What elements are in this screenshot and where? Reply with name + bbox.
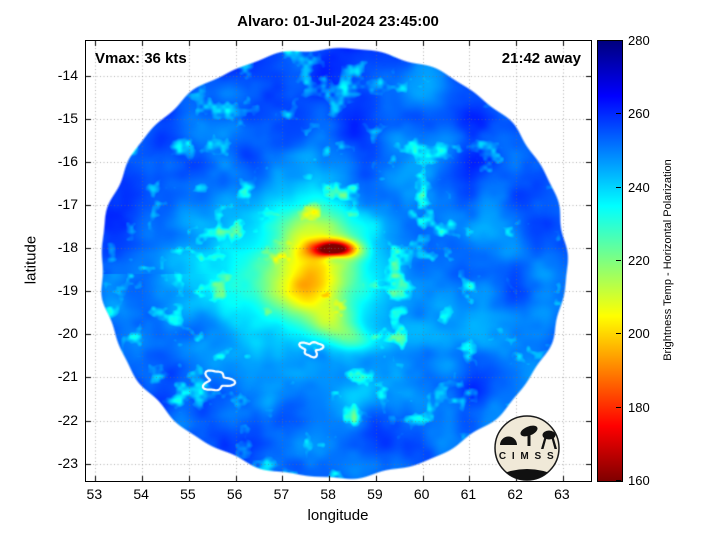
x-tick-label: 56 bbox=[226, 486, 243, 502]
x-tick-label: 58 bbox=[320, 486, 336, 502]
x-tick-label: 62 bbox=[507, 486, 523, 502]
colorbar-tick-mark bbox=[616, 480, 621, 481]
y-tick-label: -14 bbox=[57, 66, 78, 83]
y-tick-label: -15 bbox=[57, 109, 78, 126]
colorbar-tick-label: 160 bbox=[628, 473, 650, 488]
x-tick-label: 57 bbox=[273, 486, 290, 502]
x-tick-label: 60 bbox=[413, 486, 430, 502]
colorbar-tick-label: 260 bbox=[628, 106, 650, 122]
vmax-annotation: Vmax: 36 kts bbox=[95, 50, 187, 67]
logo-dish-mast bbox=[527, 433, 531, 446]
cimss-logo: C I M S S bbox=[479, 415, 575, 481]
y-tick-label: -17 bbox=[57, 195, 78, 212]
logo-radome-icon bbox=[500, 436, 517, 445]
cimss-logo-svg: C I M S S bbox=[494, 415, 560, 481]
logo-hill bbox=[495, 469, 559, 480]
y-tick-label: -19 bbox=[57, 282, 78, 299]
x-tick-label: 54 bbox=[133, 486, 149, 502]
y-tick-label: -22 bbox=[57, 411, 78, 428]
plot-area: Vmax: 36 kts 21:42 away C I M S S bbox=[85, 40, 592, 482]
logo-text: C I M S S bbox=[499, 451, 555, 462]
y-tick-label: -23 bbox=[57, 454, 78, 471]
y-tick-label: -16 bbox=[57, 152, 78, 169]
y-tick-label: -18 bbox=[57, 239, 78, 256]
satellite-heatmap-canvas bbox=[86, 41, 591, 481]
colorbar bbox=[597, 40, 623, 482]
x-tick-label: 55 bbox=[180, 486, 196, 502]
x-tick-label: 61 bbox=[460, 486, 477, 502]
colorbar-tick-label: 180 bbox=[628, 399, 650, 415]
time-away-annotation: 21:42 away bbox=[501, 50, 581, 67]
plot-title: Alvaro: 01-Jul-2024 23:45:00 bbox=[237, 13, 439, 30]
colorbar-tick-mark bbox=[616, 406, 621, 408]
x-tick-label: 63 bbox=[554, 486, 570, 502]
logo-dish-icon bbox=[520, 425, 538, 437]
colorbar-tick-label: 220 bbox=[628, 253, 650, 268]
y-tick-label: -20 bbox=[57, 325, 78, 342]
logo-silhouettes bbox=[495, 425, 559, 480]
colorbar-tick-label: 200 bbox=[628, 326, 650, 342]
colorbar-tick-label: 280 bbox=[628, 33, 650, 48]
logo-watertower-icon bbox=[542, 430, 556, 440]
y-tick-label: -21 bbox=[57, 368, 78, 385]
x-axis-label: longitude bbox=[307, 507, 369, 524]
logo-tower-leg-right bbox=[551, 437, 557, 449]
colorbar-label: Brightness Temp - Horizontal Polarizatio… bbox=[662, 159, 674, 361]
colorbar-tick-mark bbox=[616, 186, 621, 188]
logo-tower-leg-left bbox=[541, 437, 547, 449]
x-tick-label: 59 bbox=[367, 486, 383, 502]
colorbar-tick-mark bbox=[616, 333, 621, 335]
colorbar-tick-mark bbox=[616, 113, 621, 115]
colorbar-tick-mark bbox=[616, 40, 621, 41]
x-tick-label: 53 bbox=[86, 486, 103, 502]
colorbar-tick-label: 240 bbox=[628, 179, 650, 195]
colorbar-tick-mark bbox=[616, 260, 621, 261]
